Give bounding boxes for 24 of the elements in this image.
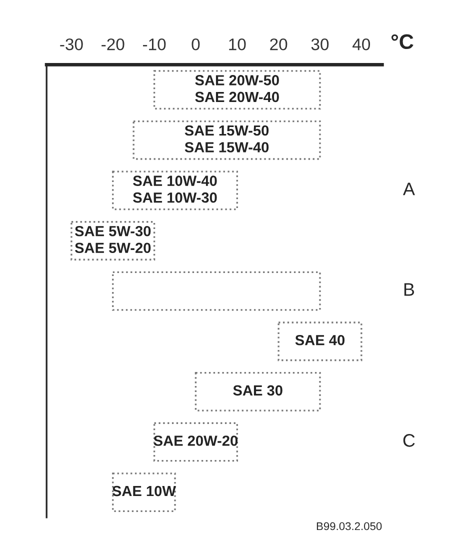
bar bbox=[112, 271, 321, 311]
text: C bbox=[403, 434, 415, 447]
text: B99.03.2.050 bbox=[316, 522, 382, 530]
x-tick-label: -30 bbox=[60, 38, 83, 50]
y-tick-label: SAE 40 bbox=[295, 334, 345, 346]
x-tick-label: 20 bbox=[270, 38, 288, 50]
x-tick-label: -10 bbox=[142, 38, 166, 50]
x-tick-label: 0 bbox=[192, 38, 200, 50]
y-tick-label: SAE 5W-30 SAE 5W-20 bbox=[74, 226, 151, 254]
x-tick-label: 40 bbox=[352, 38, 370, 50]
y-tick-label: SAE 10W bbox=[112, 486, 176, 496]
y-tick-label: SAE 30 bbox=[233, 385, 282, 396]
text: A bbox=[402, 182, 415, 196]
x-tick-label: 10 bbox=[229, 38, 246, 50]
text: B bbox=[404, 283, 414, 296]
x-axis-title: °C bbox=[391, 34, 414, 50]
y-tick-label: SAE 15W-50 SAE 15W-40 bbox=[184, 125, 269, 152]
x-tick-label: -20 bbox=[102, 38, 124, 50]
y-tick-label: SAE 20W-50 SAE 20W-40 bbox=[195, 75, 279, 102]
y-tick-label: SAE 10W-40 SAE 10W-30 bbox=[133, 176, 217, 203]
bar bbox=[194, 372, 321, 412]
y-tick-label: SAE 20W-20 bbox=[154, 436, 238, 446]
bar bbox=[278, 322, 362, 362]
x-tick-label: 30 bbox=[311, 38, 329, 50]
